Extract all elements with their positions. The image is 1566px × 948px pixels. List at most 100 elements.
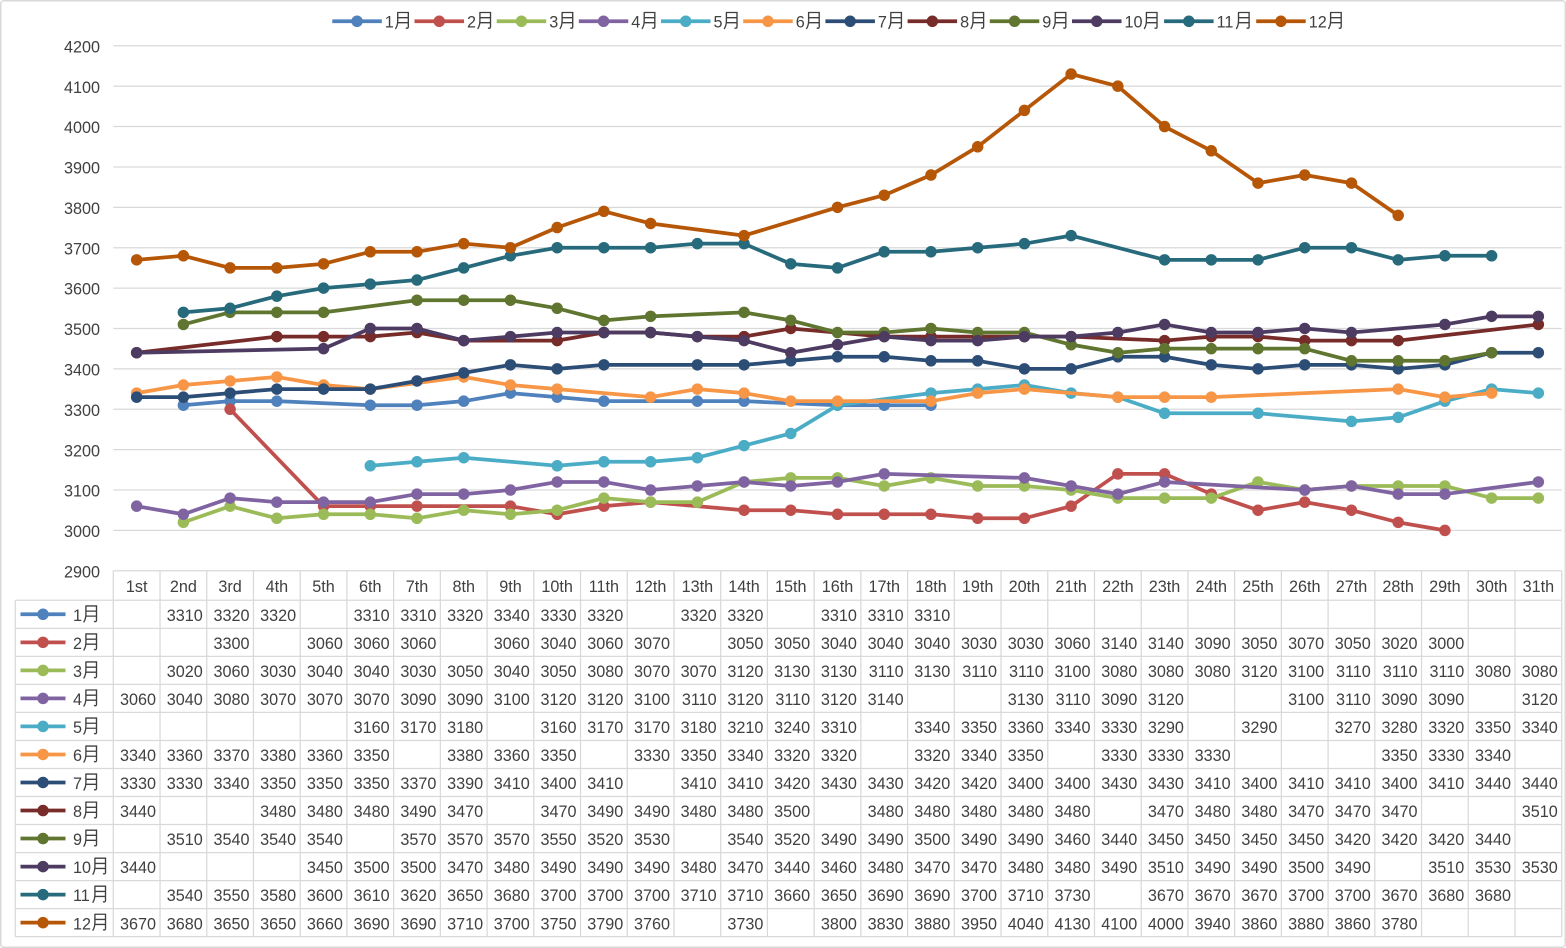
svg-text:5: 5 xyxy=(73,719,82,737)
svg-text:4000: 4000 xyxy=(1148,915,1184,933)
svg-text:8: 8 xyxy=(960,14,969,32)
svg-text:3340: 3340 xyxy=(1522,719,1558,737)
svg-text:3470: 3470 xyxy=(914,859,950,877)
svg-text:3650: 3650 xyxy=(821,887,857,905)
svg-text:3520: 3520 xyxy=(774,831,810,849)
svg-text:3340: 3340 xyxy=(494,607,530,625)
svg-text:3310: 3310 xyxy=(821,719,857,737)
svg-text:3480: 3480 xyxy=(727,803,763,821)
svg-text:3340: 3340 xyxy=(120,747,156,765)
svg-text:3070: 3070 xyxy=(1288,635,1324,653)
svg-text:3060: 3060 xyxy=(354,635,390,653)
svg-text:18th: 18th xyxy=(915,578,947,596)
svg-text:3690: 3690 xyxy=(914,887,950,905)
svg-text:3700: 3700 xyxy=(634,887,670,905)
svg-text:3670: 3670 xyxy=(1241,887,1277,905)
svg-text:3140: 3140 xyxy=(868,691,904,709)
svg-text:3670: 3670 xyxy=(1148,887,1184,905)
svg-text:3730: 3730 xyxy=(727,915,763,933)
svg-text:3360: 3360 xyxy=(494,747,530,765)
svg-text:3310: 3310 xyxy=(354,607,390,625)
svg-text:3310: 3310 xyxy=(400,607,436,625)
svg-text:3430: 3430 xyxy=(1148,775,1184,793)
svg-text:3070: 3070 xyxy=(634,663,670,681)
svg-text:3100: 3100 xyxy=(634,691,670,709)
svg-text:3470: 3470 xyxy=(727,859,763,877)
svg-text:3080: 3080 xyxy=(1148,663,1184,681)
svg-text:3600: 3600 xyxy=(64,281,100,299)
svg-text:3330: 3330 xyxy=(1428,747,1464,765)
svg-text:3110: 3110 xyxy=(1009,663,1044,681)
svg-text:3480: 3480 xyxy=(868,859,904,877)
svg-text:3480: 3480 xyxy=(914,803,950,821)
svg-text:3040: 3040 xyxy=(167,691,203,709)
svg-text:3800: 3800 xyxy=(64,200,100,218)
svg-text:8: 8 xyxy=(73,803,82,821)
svg-text:2: 2 xyxy=(73,635,82,653)
svg-text:3440: 3440 xyxy=(1101,831,1137,849)
svg-text:3030: 3030 xyxy=(961,635,997,653)
svg-text:4200: 4200 xyxy=(64,38,100,56)
svg-text:3470: 3470 xyxy=(1288,803,1324,821)
svg-text:3: 3 xyxy=(549,14,558,32)
svg-text:3330: 3330 xyxy=(1148,747,1184,765)
svg-text:3460: 3460 xyxy=(821,859,857,877)
svg-text:3670: 3670 xyxy=(1195,887,1231,905)
svg-text:12: 12 xyxy=(73,915,91,933)
svg-text:2nd: 2nd xyxy=(170,578,197,596)
svg-text:3040: 3040 xyxy=(494,663,530,681)
svg-text:16th: 16th xyxy=(822,578,854,596)
svg-text:4130: 4130 xyxy=(1054,915,1090,933)
svg-text:7th: 7th xyxy=(406,578,429,596)
svg-text:3690: 3690 xyxy=(868,887,904,905)
svg-text:3340: 3340 xyxy=(1475,747,1511,765)
svg-text:3860: 3860 xyxy=(1335,915,1371,933)
svg-text:3110: 3110 xyxy=(682,691,717,709)
svg-text:3440: 3440 xyxy=(120,803,156,821)
svg-text:3120: 3120 xyxy=(1241,663,1277,681)
svg-text:3510: 3510 xyxy=(1148,859,1184,877)
svg-text:4th: 4th xyxy=(266,578,289,596)
svg-text:1: 1 xyxy=(385,14,394,32)
svg-text:7: 7 xyxy=(73,775,82,793)
svg-text:3480: 3480 xyxy=(1241,803,1277,821)
svg-text:3650: 3650 xyxy=(447,887,483,905)
svg-text:3320: 3320 xyxy=(727,607,763,625)
svg-text:3120: 3120 xyxy=(821,691,857,709)
svg-text:3070: 3070 xyxy=(260,691,296,709)
svg-text:3420: 3420 xyxy=(1382,831,1418,849)
svg-text:3330: 3330 xyxy=(167,775,203,793)
svg-text:3450: 3450 xyxy=(1195,831,1231,849)
svg-text:3350: 3350 xyxy=(1475,719,1511,737)
svg-text:3690: 3690 xyxy=(400,915,436,933)
svg-text:3650: 3650 xyxy=(260,915,296,933)
svg-text:3090: 3090 xyxy=(1428,691,1464,709)
svg-text:3050: 3050 xyxy=(447,663,483,681)
svg-text:3090: 3090 xyxy=(447,691,483,709)
svg-text:3360: 3360 xyxy=(307,747,343,765)
svg-text:3600: 3600 xyxy=(307,887,343,905)
svg-text:3530: 3530 xyxy=(1475,859,1511,877)
svg-text:3470: 3470 xyxy=(541,803,577,821)
svg-text:3410: 3410 xyxy=(1195,775,1231,793)
svg-text:3110: 3110 xyxy=(1336,663,1371,681)
svg-text:3370: 3370 xyxy=(400,775,436,793)
svg-text:3070: 3070 xyxy=(354,691,390,709)
svg-text:3570: 3570 xyxy=(447,831,483,849)
svg-text:3790: 3790 xyxy=(587,915,623,933)
svg-text:3120: 3120 xyxy=(587,691,623,709)
svg-text:3660: 3660 xyxy=(774,887,810,905)
svg-text:6th: 6th xyxy=(359,578,382,596)
svg-text:3490: 3490 xyxy=(1241,859,1277,877)
svg-text:2900: 2900 xyxy=(64,563,100,581)
svg-text:3380: 3380 xyxy=(447,747,483,765)
svg-text:3rd: 3rd xyxy=(218,578,241,596)
svg-text:3350: 3350 xyxy=(1382,747,1418,765)
svg-text:24th: 24th xyxy=(1196,578,1228,596)
svg-text:11: 11 xyxy=(1217,14,1234,32)
svg-text:3320: 3320 xyxy=(447,607,483,625)
svg-text:3750: 3750 xyxy=(541,915,577,933)
svg-text:3450: 3450 xyxy=(1241,831,1277,849)
svg-text:3530: 3530 xyxy=(1522,859,1558,877)
svg-text:3410: 3410 xyxy=(1335,775,1371,793)
